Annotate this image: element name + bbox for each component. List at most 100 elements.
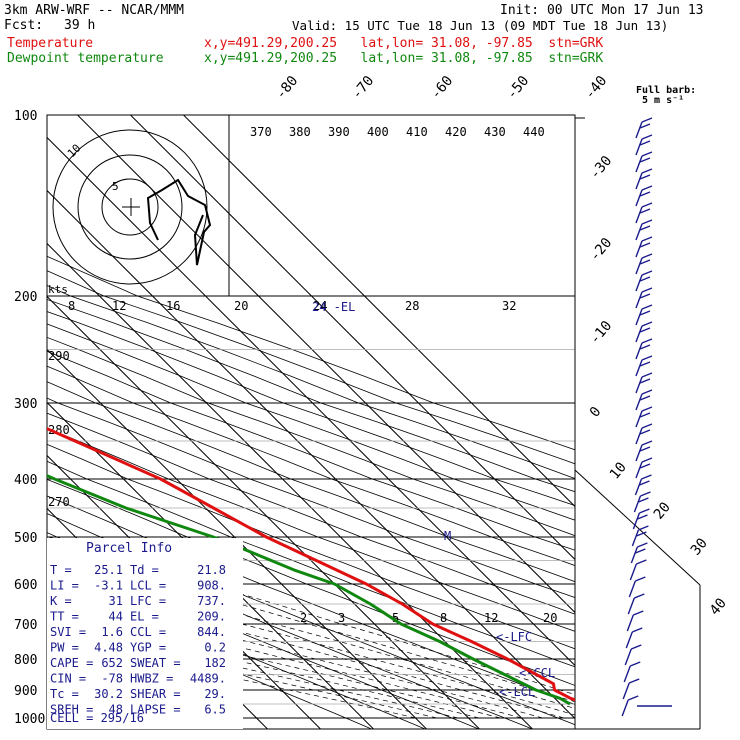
parcel-param-name: K = bbox=[50, 594, 72, 608]
parcel-param-value: 4.48 bbox=[94, 641, 123, 655]
wind-barb-shaft bbox=[635, 223, 643, 241]
mixing-ratio-label: 5 bbox=[392, 611, 399, 625]
parcel-param-name: CIN = bbox=[50, 672, 86, 686]
wind-barb-shaft bbox=[635, 121, 643, 139]
pressure-tick-label: 1000 bbox=[14, 712, 45, 727]
pressure-tick-label: 500 bbox=[14, 531, 37, 546]
wind-barb-flag bbox=[641, 355, 653, 361]
dry-adiabat-line bbox=[47, 443, 575, 650]
wind-barb-shaft bbox=[635, 325, 643, 343]
wind-barb-flag bbox=[641, 202, 653, 208]
parcel-info-title: Parcel Info bbox=[86, 541, 172, 556]
mixing-ratio-label: 20 bbox=[543, 611, 557, 625]
parcel-param-value: 44 bbox=[109, 610, 123, 624]
wind-barb-flag bbox=[639, 191, 651, 197]
dry-adiabat-line bbox=[47, 427, 575, 632]
parcel-param-value: 21.8 bbox=[197, 563, 226, 577]
parcel-param-name: SWEAT = bbox=[130, 656, 181, 670]
parcel-param-value: 29. bbox=[204, 687, 226, 701]
parcel-param-value: 844. bbox=[197, 625, 226, 639]
dry-adiabat-line bbox=[47, 284, 575, 479]
isotherm-line bbox=[77, 115, 575, 614]
level-annotation: 24 -EL bbox=[312, 300, 355, 314]
wind-barb-shaft bbox=[635, 376, 643, 394]
wind-barb-flag bbox=[639, 480, 650, 486]
moist-adiabat-line bbox=[47, 581, 564, 719]
parcel-param-value: 6.5 bbox=[204, 703, 226, 717]
theta-e-label: 290 bbox=[48, 349, 70, 363]
dry-adiabat-line bbox=[47, 255, 575, 451]
wind-barb-flag bbox=[628, 678, 640, 684]
hodograph-speed-label: 32 bbox=[502, 299, 516, 313]
isotherm-line bbox=[47, 348, 427, 729]
wind-barb-flag bbox=[638, 497, 649, 503]
theta-label: 400 bbox=[367, 125, 389, 139]
wind-barb-shaft bbox=[635, 274, 643, 292]
isotherm-line bbox=[47, 242, 533, 729]
isotherm-label: 30 bbox=[688, 535, 711, 558]
pressure-tick-label: 600 bbox=[14, 578, 37, 593]
wind-barb-flag bbox=[634, 593, 645, 599]
wind-barb-flag bbox=[639, 174, 651, 180]
parcel-param-value: -3.1 bbox=[94, 579, 123, 593]
wind-barb-flag bbox=[641, 457, 653, 463]
wind-barb-flag bbox=[641, 287, 653, 293]
isotherm-label: 20 bbox=[651, 499, 674, 522]
parcel-param-value: 1.6 bbox=[101, 625, 123, 639]
wind-barb-shaft bbox=[635, 155, 643, 173]
wind-barb-flag bbox=[641, 117, 653, 123]
isotherm-label: -10 bbox=[587, 318, 616, 348]
wind-barb-flag bbox=[641, 185, 653, 191]
parcel-param-value: 48 bbox=[109, 703, 123, 717]
wind-barb-flag bbox=[639, 157, 651, 163]
wind-barb-shaft bbox=[625, 631, 633, 649]
wind-barb-flag bbox=[641, 134, 653, 140]
wind-barbs bbox=[621, 117, 672, 717]
wind-barb-flag bbox=[639, 508, 650, 514]
dewpoint-legend: Dewpoint temperature bbox=[7, 51, 164, 66]
wind-barb-flag bbox=[639, 259, 651, 265]
wind-barb-flag bbox=[636, 559, 647, 565]
isotherm-label: -40 bbox=[582, 73, 611, 103]
wind-barb-shaft bbox=[629, 563, 638, 581]
parcel-param-name: YGP = bbox=[130, 641, 166, 655]
isotherm-label: 0 bbox=[587, 404, 605, 421]
wind-barb-shaft bbox=[624, 648, 632, 666]
mixing-ratio-label: 3 bbox=[338, 611, 345, 625]
hodograph-speed-label: 28 bbox=[405, 299, 419, 313]
wind-barb-flag bbox=[639, 429, 651, 435]
wind-barb-shaft bbox=[635, 206, 643, 224]
wind-barb-flag bbox=[631, 644, 642, 650]
hodograph-speed-label: 24 bbox=[313, 299, 327, 313]
pressure-tick-label: 400 bbox=[14, 473, 37, 488]
mixing-ratio-label: 8 bbox=[440, 611, 447, 625]
wind-barb-shaft bbox=[635, 240, 643, 258]
hodograph: 5 10 kts bbox=[48, 115, 230, 296]
wind-barb-shaft bbox=[634, 478, 643, 496]
init-time: Init: 00 UTC Mon 17 Jun 13 bbox=[500, 3, 704, 18]
wind-barb-shaft bbox=[635, 189, 643, 207]
wind-barb-shaft bbox=[635, 359, 643, 377]
wind-barb-flag bbox=[641, 270, 653, 276]
hodograph-speed-label: 16 bbox=[166, 299, 180, 313]
wind-barb-flag bbox=[641, 406, 653, 412]
pressure-tick-label: 900 bbox=[14, 684, 37, 699]
parcel-param-value: 209. bbox=[197, 610, 226, 624]
wind-barb-shaft bbox=[631, 529, 640, 547]
wind-barb-flag bbox=[641, 236, 653, 242]
parcel-param-name: SHEAR = bbox=[130, 687, 181, 701]
theta-e-label: 280 bbox=[48, 423, 70, 437]
wind-barb-shaft bbox=[630, 546, 639, 564]
plot-right-edge bbox=[574, 117, 585, 470]
wind-barb-flag bbox=[641, 168, 653, 174]
dry-adiabat-line bbox=[47, 311, 575, 506]
hodograph-units-label: kts bbox=[48, 283, 68, 296]
wind-barb-flag bbox=[639, 123, 651, 129]
wind-barb-flag bbox=[639, 446, 651, 452]
parcel-param-name: LI = bbox=[50, 579, 79, 593]
moist-adiabat-line bbox=[47, 571, 575, 716]
wind-barb-legend: Full barb: 5 m s⁻¹ bbox=[636, 86, 696, 106]
hodograph-ring-label: 10 bbox=[65, 142, 84, 161]
isotherm-label: -60 bbox=[428, 73, 457, 103]
wind-barb-flag bbox=[627, 695, 639, 701]
